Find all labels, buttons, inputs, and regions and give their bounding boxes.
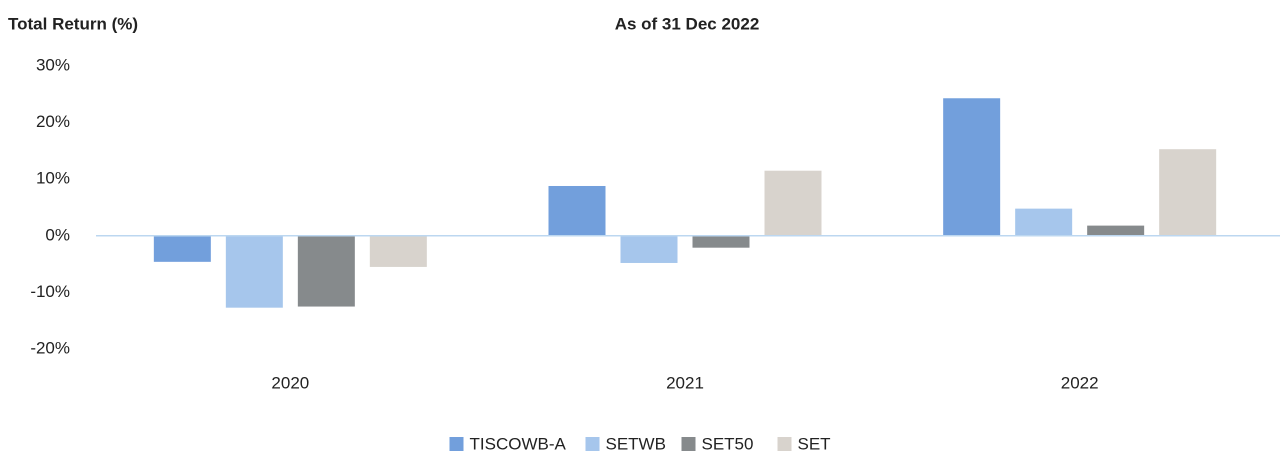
- legend-swatch: [777, 437, 792, 451]
- bar: [548, 185, 606, 236]
- bar: [297, 235, 355, 307]
- bar: [1159, 149, 1217, 236]
- x-tick-label: 2022: [1061, 373, 1099, 392]
- legend-label: SET50: [702, 434, 754, 452]
- bar: [153, 235, 211, 262]
- bar: [692, 235, 750, 248]
- bar: [764, 170, 822, 236]
- legend-label: SET: [798, 434, 831, 452]
- chart-title: Total Return (%): [8, 14, 138, 33]
- bar: [1087, 225, 1145, 236]
- y-tick-label: 10%: [36, 169, 70, 188]
- bar: [943, 98, 1001, 236]
- x-tick-label: 2020: [271, 373, 309, 392]
- legend-swatch: [681, 437, 696, 451]
- y-tick-label: 20%: [36, 112, 70, 131]
- legend-label: SETWB: [606, 434, 666, 452]
- y-tick-label: 0%: [45, 225, 70, 244]
- y-tick-label: 30%: [36, 55, 70, 74]
- y-tick-label: -20%: [30, 338, 70, 357]
- legend-swatch: [585, 437, 600, 451]
- chart-subtitle: As of 31 Dec 2022: [615, 14, 760, 33]
- bar: [369, 235, 427, 267]
- legend-swatch: [449, 437, 464, 451]
- bar: [225, 235, 283, 308]
- y-tick-label: -10%: [30, 282, 70, 301]
- x-tick-label: 2021: [666, 373, 704, 392]
- bar: [1015, 208, 1073, 236]
- legend-label: TISCOWB-A: [470, 434, 567, 452]
- bar: [620, 235, 678, 263]
